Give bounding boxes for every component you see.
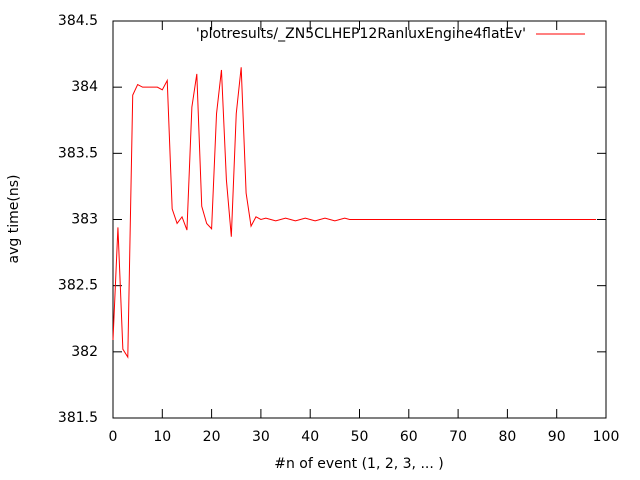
x-axis-label: #n of event (1, 2, 3, ... ) — [274, 456, 443, 472]
x-tick-label: 0 — [109, 429, 118, 445]
x-tick-label: 60 — [400, 429, 418, 445]
y-tick-label: 384 — [71, 79, 98, 95]
data-line — [112, 67, 597, 359]
x-tick-label: 40 — [301, 429, 319, 445]
x-tick-label: 90 — [548, 429, 566, 445]
x-tick-label: 80 — [498, 429, 516, 445]
x-tick-label: 100 — [593, 429, 620, 445]
y-tick-label: 384.5 — [58, 13, 98, 29]
y-tick-label: 381.5 — [58, 410, 98, 426]
y-tick-label: 382 — [71, 344, 98, 360]
x-tick-label: 50 — [351, 429, 369, 445]
y-tick-label: 383.5 — [58, 145, 98, 161]
y-axis-label: avg time(ns) — [6, 175, 22, 264]
y-tick-label: 382.5 — [58, 278, 98, 294]
x-tick-label: 70 — [449, 429, 467, 445]
x-tick-label: 20 — [203, 429, 221, 445]
legend-label: 'plotresults/_ZN5CLHEP12RanluxEngine4fla… — [196, 26, 526, 42]
x-tick-label: 30 — [252, 429, 270, 445]
y-tick-label: 383 — [71, 212, 98, 228]
x-tick-label: 10 — [153, 429, 171, 445]
